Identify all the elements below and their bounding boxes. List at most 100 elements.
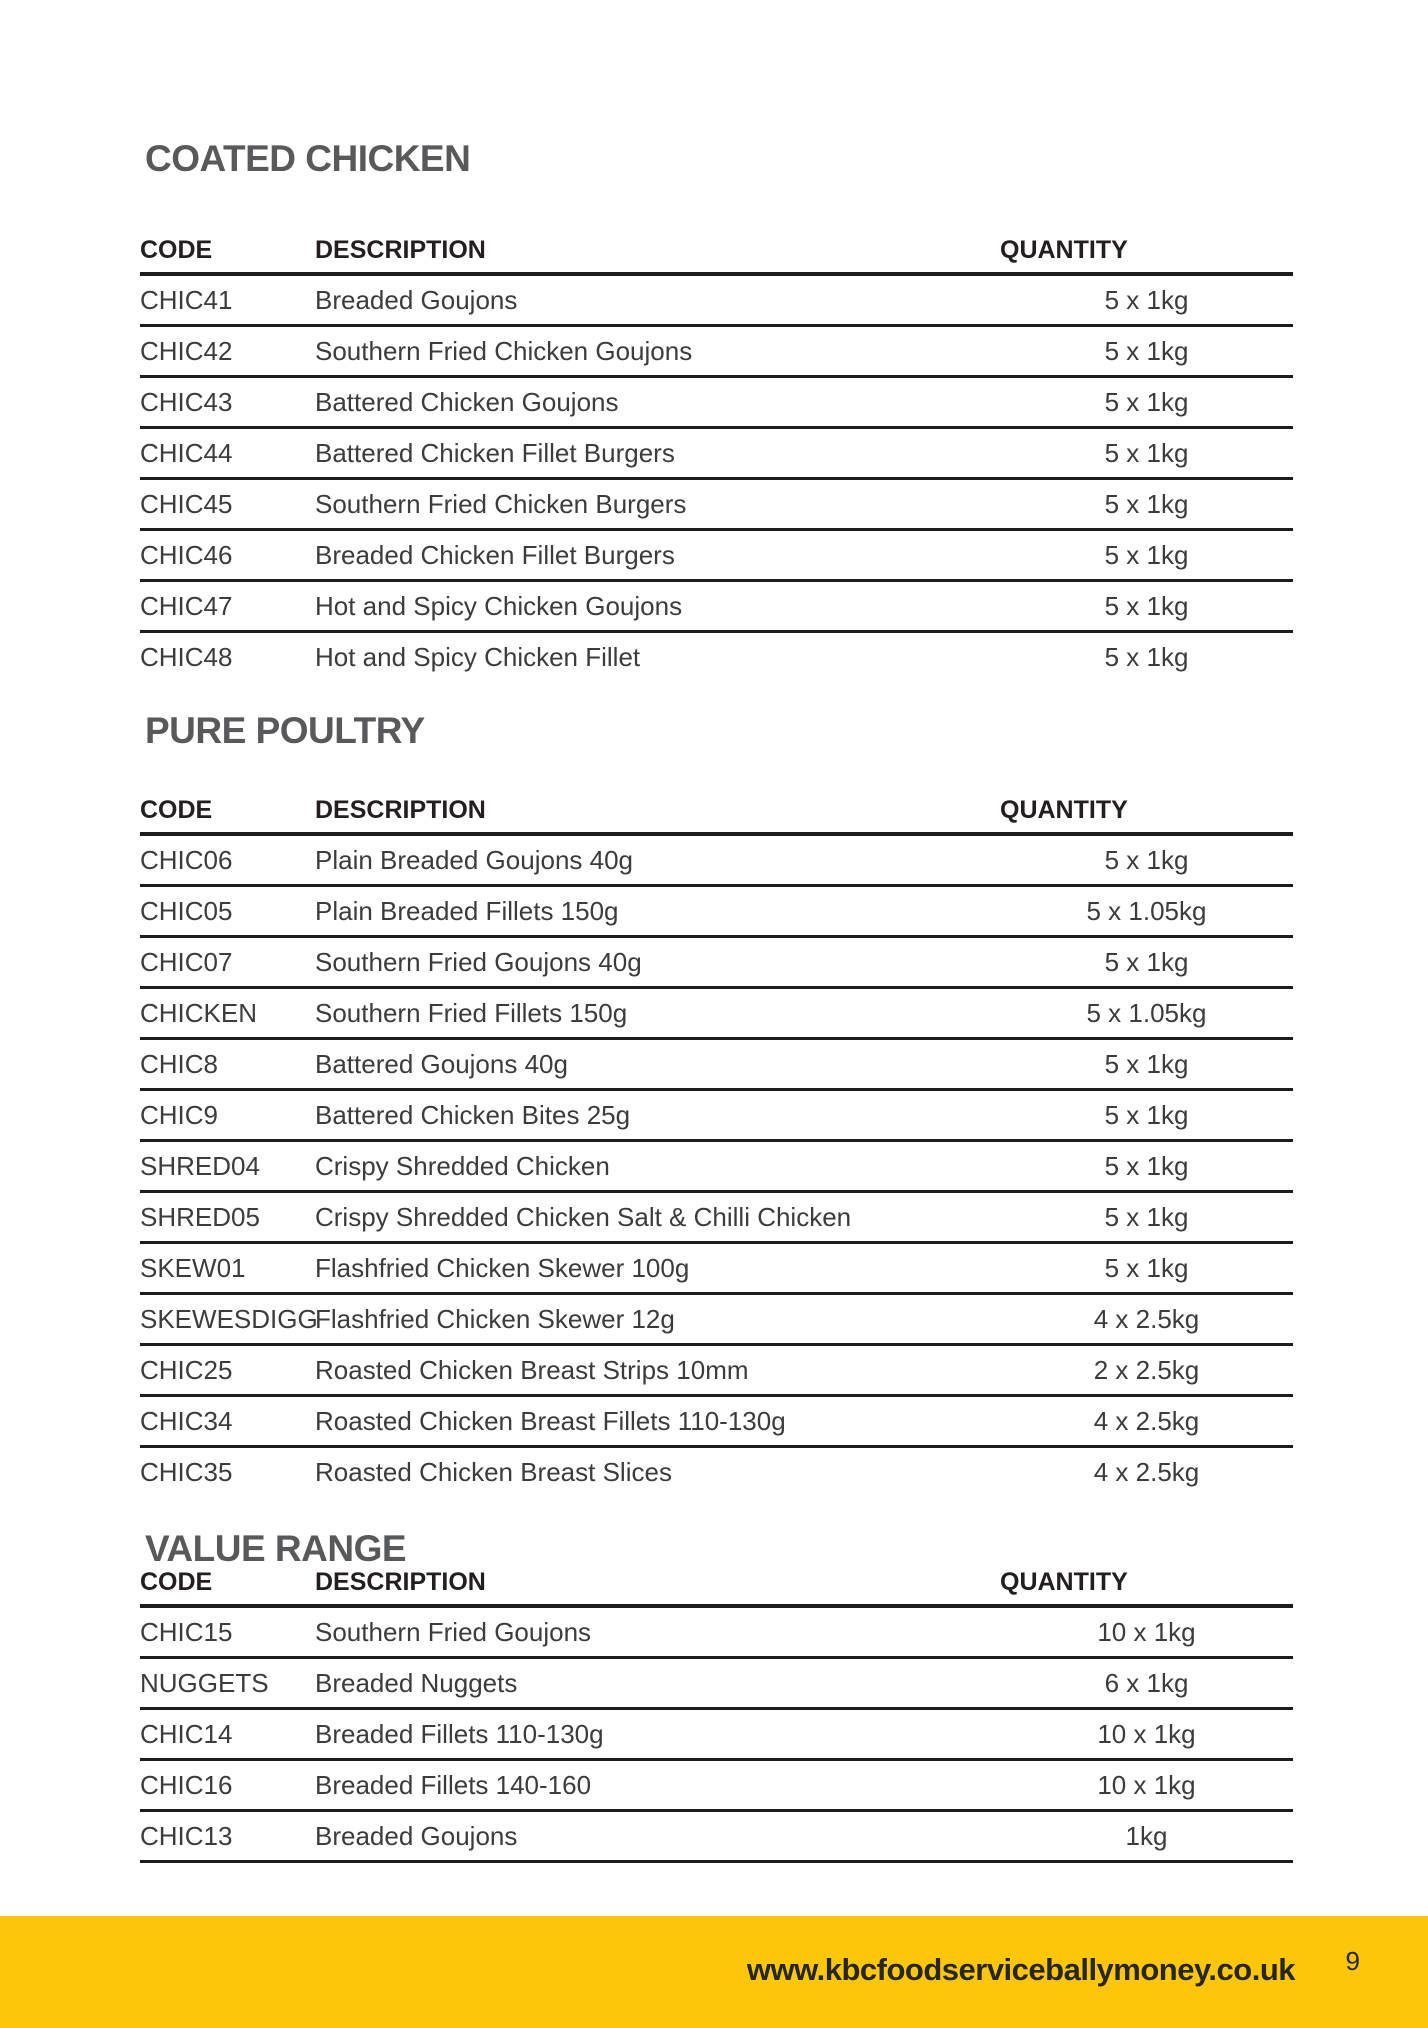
table-row: CHIC15 Southern Fried Goujons 10 x 1kg xyxy=(140,1606,1293,1659)
product-code: CHIC25 xyxy=(140,1344,315,1397)
table-row: SHRED05 Crispy Shredded Chicken Salt & Ch… xyxy=(140,1191,1293,1244)
table-row: CHICKEN Southern Fried Fillets 150g 5 x 1.… xyxy=(140,987,1293,1040)
table-header-row: CODE DESCRIPTION QUANTITY xyxy=(140,1560,1293,1608)
product-description: Breaded Fillets 110-130g xyxy=(315,1708,1000,1761)
product-quantity: 4 x 2.5kg xyxy=(1000,1395,1293,1448)
table-row: CHIC41 Breaded Goujons 5 x 1kg xyxy=(140,274,1293,327)
product-description: Southern Fried Chicken Goujons xyxy=(315,325,1000,378)
product-code: SKEWESDIGG xyxy=(140,1293,318,1346)
product-code: SHRED05 xyxy=(140,1191,315,1244)
product-description: Southern Fried Goujons 40g xyxy=(315,936,1000,989)
column-header-description: DESCRIPTION xyxy=(315,228,1000,276)
table-row: CHIC42 Southern Fried Chicken Goujons 5 x … xyxy=(140,325,1293,378)
product-quantity: 5 x 1kg xyxy=(1000,1140,1293,1193)
table-row: CHIC05 Plain Breaded Fillets 150g 5 x 1.05… xyxy=(140,885,1293,938)
product-description: Breaded Goujons xyxy=(315,274,1000,327)
product-code: CHIC45 xyxy=(140,478,315,531)
product-code: CHIC43 xyxy=(140,376,315,429)
table-header-row: CODE DESCRIPTION QUANTITY xyxy=(140,228,1293,276)
table-header-row: CODE DESCRIPTION QUANTITY xyxy=(140,788,1293,836)
product-quantity: 10 x 1kg xyxy=(1000,1708,1293,1761)
column-header-code: CODE xyxy=(140,788,315,836)
product-code: SHRED04 xyxy=(140,1140,315,1193)
product-code: CHIC44 xyxy=(140,427,315,480)
table-row: SKEW01 Flashfried Chicken Skewer 100g 5 x … xyxy=(140,1242,1293,1295)
table-row: CHIC48 Hot and Spicy Chicken Fillet 5 x 1k… xyxy=(140,632,1293,682)
product-quantity: 2 x 2.5kg xyxy=(1000,1344,1293,1397)
section-title: COATED CHICKEN xyxy=(145,138,471,179)
product-quantity: 6 x 1kg xyxy=(1000,1657,1293,1710)
column-header-quantity: QUANTITY xyxy=(1000,788,1293,836)
table-row: CHIC47 Hot and Spicy Chicken Goujons 5 x 1… xyxy=(140,580,1293,633)
table-row: CHIC06 Plain Breaded Goujons 40g 5 x 1kg xyxy=(140,834,1293,887)
column-header-description: DESCRIPTION xyxy=(315,1560,1000,1608)
product-code: CHIC14 xyxy=(140,1708,315,1761)
product-quantity: 5 x 1kg xyxy=(1000,1089,1293,1142)
product-description: Southern Fried Goujons xyxy=(315,1606,1000,1659)
product-description: Southern Fried Chicken Burgers xyxy=(315,478,1000,531)
product-description: Breaded Chicken Fillet Burgers xyxy=(315,529,1000,582)
product-quantity: 5 x 1kg xyxy=(1000,529,1293,582)
product-code: CHIC13 xyxy=(140,1810,315,1863)
product-quantity: 10 x 1kg xyxy=(1000,1606,1293,1659)
product-code: CHIC46 xyxy=(140,529,315,582)
table-row: CHIC45 Southern Fried Chicken Burgers 5 x … xyxy=(140,478,1293,531)
product-description: Breaded Nuggets xyxy=(315,1657,1000,1710)
product-description: Flashfried Chicken Skewer 100g xyxy=(315,1242,1000,1295)
product-description: Battered Chicken Fillet Burgers xyxy=(315,427,1000,480)
product-code: NUGGETS xyxy=(140,1657,315,1710)
product-description: Battered Goujons 40g xyxy=(315,1038,1000,1091)
table-row: CHIC07 Southern Fried Goujons 40g 5 x 1kg xyxy=(140,936,1293,989)
product-code: CHICKEN xyxy=(140,987,315,1040)
product-quantity: 4 x 2.5kg xyxy=(1000,1293,1293,1346)
product-code: CHIC47 xyxy=(140,580,315,633)
product-quantity: 5 x 1kg xyxy=(1000,274,1293,327)
column-header-quantity: QUANTITY xyxy=(1000,1560,1293,1608)
product-code: CHIC05 xyxy=(140,885,315,938)
column-header-code: CODE xyxy=(140,228,315,276)
product-code: CHIC35 xyxy=(140,1456,233,1487)
product-description: Crispy Shredded Chicken xyxy=(315,1140,1000,1193)
product-code: CHIC41 xyxy=(140,274,315,327)
product-quantity: 10 x 1kg xyxy=(1000,1759,1293,1812)
product-code: CHIC15 xyxy=(140,1606,315,1659)
table-row: SHRED04 Crispy Shredded Chicken 5 x 1kg xyxy=(140,1140,1293,1193)
product-quantity: 5 x 1kg xyxy=(1000,834,1293,887)
product-quantity: 5 x 1kg xyxy=(1000,376,1293,429)
product-description: Roasted Chicken Breast Fillets 110-130g xyxy=(315,1395,1000,1448)
product-code: CHIC07 xyxy=(140,936,315,989)
product-code: CHIC42 xyxy=(140,325,315,378)
table-row: CHIC8 Battered Goujons 40g 5 x 1kg xyxy=(140,1038,1293,1091)
product-table: CODE DESCRIPTION QUANTITY CHIC41 Breaded … xyxy=(140,228,1293,681)
table-row: NUGGETS Breaded Nuggets 6 x 1kg xyxy=(140,1657,1293,1710)
column-header-quantity: QUANTITY xyxy=(1000,228,1293,276)
product-quantity: 5 x 1kg xyxy=(1000,1038,1293,1091)
product-description: Battered Chicken Bites 25g xyxy=(315,1089,1000,1142)
product-description: Battered Chicken Goujons xyxy=(315,376,1000,429)
product-quantity: 5 x 1kg xyxy=(1000,478,1293,531)
product-description: Roasted Chicken Breast Slices xyxy=(315,1456,672,1487)
product-quantity: 5 x 1kg xyxy=(1000,427,1293,480)
product-code: CHIC9 xyxy=(140,1089,315,1142)
table-row: CHIC9 Battered Chicken Bites 25g 5 x 1kg xyxy=(140,1089,1293,1142)
table-row: SKEWESDIGG Flashfried Chicken Skewer 12g 4… xyxy=(140,1293,1293,1346)
product-quantity: 5 x 1kg xyxy=(1000,1242,1293,1295)
product-description: Plain Breaded Goujons 40g xyxy=(315,834,1000,887)
product-description: Roasted Chicken Breast Strips 10mm xyxy=(315,1344,1000,1397)
product-code: CHIC8 xyxy=(140,1038,315,1091)
table-row: CHIC34 Roasted Chicken Breast Fillets 110… xyxy=(140,1395,1293,1448)
product-table: CODE DESCRIPTION QUANTITY CHIC15 Southern… xyxy=(140,1560,1293,1863)
table-row: CHIC46 Breaded Chicken Fillet Burgers 5 x … xyxy=(140,529,1293,582)
column-header-code: CODE xyxy=(140,1560,315,1608)
product-code: CHIC48 xyxy=(140,641,233,672)
product-quantity: 5 x 1.05kg xyxy=(1000,885,1293,938)
product-quantity: 1kg xyxy=(1000,1810,1293,1863)
table-row: CHIC35 Roasted Chicken Breast Slices 4 x 2… xyxy=(140,1447,1293,1497)
table-row: CHIC43 Battered Chicken Goujons 5 x 1kg xyxy=(140,376,1293,429)
product-table: CODE DESCRIPTION QUANTITY CHIC06 Plain Br… xyxy=(140,788,1293,1496)
column-header-description: DESCRIPTION xyxy=(315,788,1000,836)
product-quantity: 5 x 1kg xyxy=(1000,325,1293,378)
page-number: 9 xyxy=(1345,1946,1360,1976)
table-row: CHIC16 Breaded Fillets 140-160 10 x 1kg xyxy=(140,1759,1293,1812)
